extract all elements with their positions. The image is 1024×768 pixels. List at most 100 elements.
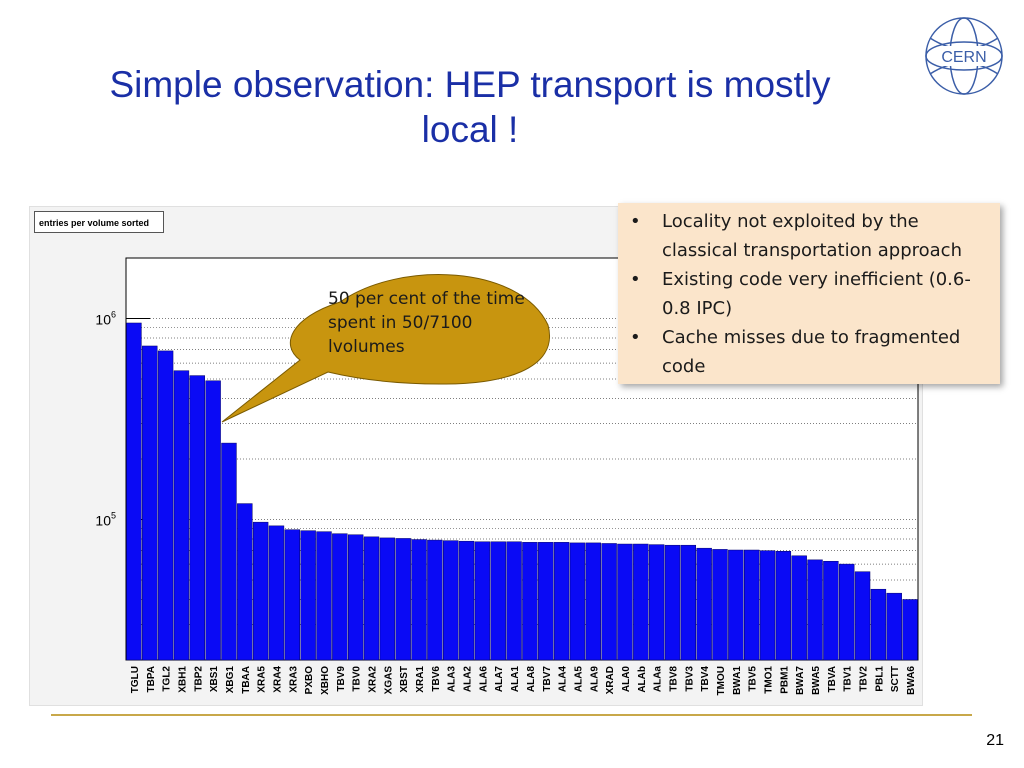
bullet-icon: • (630, 327, 641, 348)
bar-TBV6 (427, 539, 443, 661)
x-tick-label: XBST (399, 666, 410, 693)
bar-TBV4 (696, 547, 712, 661)
x-tick-label: ALAa (653, 666, 664, 693)
bar-ALA6 (474, 541, 491, 661)
x-tick-label: BWA6 (906, 666, 917, 695)
x-tick-label: BWA7 (795, 666, 806, 695)
bar-TBV9 (332, 533, 348, 661)
bar-XGAS (379, 537, 396, 661)
info-bullet-1-text: Locality not exploited by the classical … (662, 211, 962, 261)
x-tick-label: TBV6 (431, 666, 442, 692)
x-tick-label: TBV4 (700, 666, 711, 692)
bar-BWA7 (791, 555, 807, 661)
slide-title-line1: Simple observation: HEP transport is mos… (109, 64, 831, 105)
x-tick-label: XBS1 (209, 666, 220, 693)
slide-title: Simple observation: HEP transport is mos… (40, 62, 900, 152)
bar-XRA2 (363, 536, 380, 661)
x-tick-label: XRA4 (272, 666, 283, 693)
bar-BWA1 (728, 549, 744, 661)
x-tick-label: XRA3 (288, 666, 299, 693)
bar-ALA0 (617, 543, 633, 661)
bar-TBV8 (664, 544, 681, 661)
info-bullet-2-text: Existing code very inefficient (0.6-0.8 … (662, 269, 971, 319)
bar-PBM1 (775, 551, 792, 661)
x-tick-label: TBV5 (748, 666, 759, 692)
x-tick-label: ALA6 (478, 666, 489, 693)
x-tick-label: ALA2 (463, 666, 474, 693)
bar-BWA5 (807, 559, 823, 661)
bar-TBAA (237, 503, 253, 661)
cern-logo: CERN (925, 17, 1003, 95)
x-tick-label: BWA5 (811, 666, 822, 695)
bar-PBL1 (870, 588, 887, 661)
x-tick-label: TGLU (130, 666, 141, 693)
x-tick-label: PBL1 (874, 666, 885, 692)
x-tick-label: TBV1 (843, 666, 854, 692)
x-tick-label: ALA8 (526, 666, 537, 693)
y-tick-label: 105 (95, 511, 116, 529)
x-tick-label: TBAA (241, 666, 252, 694)
y-tick-label: 106 (95, 310, 116, 328)
bar-TBP2 (189, 375, 205, 661)
x-tick-label: TGL2 (162, 666, 173, 692)
x-tick-label: BWA1 (732, 666, 743, 695)
bar-TBV7 (538, 542, 554, 661)
bar-ALA3 (443, 540, 459, 661)
bar-TMO1 (759, 550, 776, 661)
x-tick-label: ALA3 (447, 666, 458, 693)
bar-XRA5 (252, 521, 269, 661)
bar-TBV2 (854, 571, 871, 661)
bar-TBVA (823, 560, 839, 661)
x-tick-label: XRA1 (415, 666, 426, 693)
bar-XRA3 (284, 529, 301, 661)
bar-TBV3 (680, 544, 697, 661)
bar-ALA7 (490, 541, 506, 661)
bar-ALAb (633, 543, 649, 661)
x-tick-label: XGAS (383, 666, 394, 695)
x-tick-label: ALAb (637, 666, 648, 693)
x-tick-label: TBV2 (859, 666, 870, 692)
info-bullet-3-text: Cache misses due to fragmented code (662, 327, 961, 377)
x-tick-label: TBV9 (336, 666, 347, 692)
bar-ALA5 (569, 542, 586, 661)
callout-text: 50 per cent of the time spent in 50/7100… (328, 289, 525, 357)
bar-TBV1 (839, 563, 855, 661)
bar-XRAD (601, 543, 617, 661)
x-tick-label: ALA4 (558, 666, 569, 693)
bar-ALA9 (585, 542, 601, 661)
x-tick-label: TBV0 (352, 666, 363, 692)
bar-TGLU (126, 322, 142, 661)
bar-XBHO (316, 531, 332, 661)
x-tick-label: TBP2 (193, 666, 204, 692)
x-tick-label: SCTT (890, 666, 901, 692)
x-tick-label: TBVA (827, 666, 838, 692)
bar-ALAa (648, 544, 665, 661)
bullet-icon: • (630, 211, 641, 232)
x-tick-label: PXBO (304, 666, 315, 695)
bar-SCTT (886, 592, 902, 661)
footer-divider (51, 714, 972, 716)
bar-XBST (395, 538, 411, 661)
info-bullet-1: • Locality not exploited by the classical… (628, 207, 992, 265)
x-tick-label: TMOU (716, 666, 727, 695)
x-tick-label: TBV8 (668, 666, 679, 692)
bar-ALA1 (506, 541, 522, 661)
bar-XBS1 (205, 380, 221, 661)
x-tick-label: XBHO (320, 666, 331, 695)
x-tick-label: PBM1 (779, 666, 790, 694)
bar-TGL2 (157, 350, 174, 661)
x-tick-label: XBH1 (177, 666, 188, 693)
page-number: 21 (986, 732, 1004, 749)
info-bullet-3: • Cache misses due to fragmented code (628, 323, 992, 381)
x-tick-label: XRAD (605, 666, 616, 694)
x-tick-label: XRA2 (368, 666, 379, 693)
x-tick-label: ALA7 (494, 666, 505, 693)
bar-XBG1 (221, 442, 237, 661)
info-bullet-list: • Locality not exploited by the classical… (628, 207, 992, 381)
bar-BWA6 (902, 599, 918, 661)
bar-TBPA (142, 345, 158, 661)
bar-ALA8 (522, 542, 538, 661)
x-tick-label: ALA5 (573, 666, 584, 693)
bar-PXBO (300, 530, 316, 661)
